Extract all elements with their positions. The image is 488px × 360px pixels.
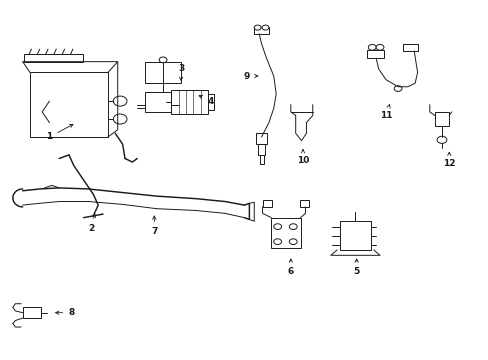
Circle shape [254, 25, 261, 30]
Circle shape [289, 239, 297, 244]
Text: 8: 8 [56, 308, 74, 317]
Text: 9: 9 [243, 72, 257, 81]
Circle shape [113, 96, 127, 106]
Circle shape [113, 114, 127, 124]
Bar [144, 62, 181, 83]
Bar [271, 218, 300, 248]
Text: 4: 4 [199, 95, 213, 105]
Bar [434, 112, 448, 126]
Circle shape [436, 136, 446, 143]
Circle shape [367, 44, 375, 50]
Bar [171, 90, 207, 114]
Bar [254, 27, 268, 34]
Bar [299, 201, 309, 207]
Bar [262, 201, 272, 207]
Bar [22, 307, 41, 318]
Bar [402, 44, 417, 51]
Circle shape [273, 239, 281, 244]
Text: 2: 2 [88, 214, 95, 233]
Bar [207, 94, 213, 110]
Circle shape [273, 224, 281, 229]
Circle shape [159, 57, 166, 63]
Circle shape [262, 25, 268, 30]
Bar [144, 92, 171, 112]
Circle shape [289, 224, 297, 229]
Text: 6: 6 [287, 259, 293, 276]
Text: 12: 12 [442, 152, 455, 168]
Bar [24, 54, 82, 62]
Circle shape [393, 86, 401, 91]
Text: 3: 3 [178, 64, 184, 80]
Bar [30, 72, 108, 137]
Bar [255, 134, 267, 144]
Circle shape [375, 44, 383, 50]
Text: 5: 5 [353, 259, 359, 276]
Text: 11: 11 [379, 105, 391, 120]
Bar [258, 144, 264, 155]
Bar [259, 155, 263, 164]
Text: 10: 10 [296, 150, 308, 165]
Text: 1: 1 [46, 124, 73, 141]
Bar [366, 50, 384, 58]
Text: 7: 7 [151, 216, 157, 237]
Bar [339, 221, 370, 250]
